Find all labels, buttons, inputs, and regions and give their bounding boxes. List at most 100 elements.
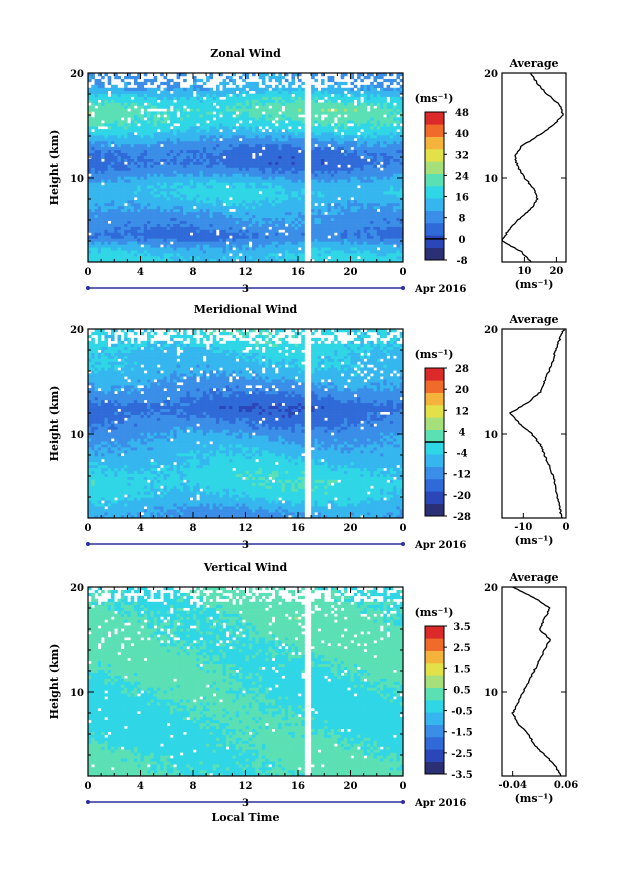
heatmap-cell (95, 117, 99, 120)
heatmap-cell (328, 197, 332, 200)
heatmap-cell (236, 162, 240, 165)
heatmap-cell (200, 238, 204, 241)
heatmap-cell (242, 206, 246, 209)
heatmap-cell (387, 132, 391, 135)
heatmap-cell (160, 212, 164, 215)
heatmap-cell (160, 126, 164, 129)
heatmap-cell (95, 256, 99, 259)
heatmap-cell (347, 215, 351, 218)
heatmap-cell (118, 185, 122, 188)
heatmap-cell (127, 241, 131, 244)
heatmap-cell (104, 156, 108, 159)
heatmap-cell (180, 153, 184, 156)
heatmap-cell (328, 111, 332, 114)
heatmap-cell (209, 221, 213, 224)
heatmap-cell (147, 114, 151, 117)
heatmap-cell (268, 141, 272, 144)
heatmap-cell (265, 235, 269, 238)
heatmap-cell (121, 238, 125, 241)
heatmap-cell (186, 132, 190, 135)
heatmap-cell (200, 209, 204, 212)
heatmap-cell (272, 111, 276, 114)
heatmap-cell (311, 185, 315, 188)
heatmap-cell (341, 105, 345, 108)
heatmap-cell (272, 253, 276, 256)
heatmap-cell (118, 97, 122, 100)
heatmap-cell (318, 247, 322, 250)
heatmap-cell (364, 173, 368, 176)
heatmap-cell (193, 235, 197, 238)
heatmap-cell (206, 179, 210, 182)
heatmap-cell (209, 200, 213, 203)
heatmap-cell (186, 250, 190, 253)
heatmap-cell (262, 153, 266, 156)
heatmap-cell (226, 120, 230, 123)
heatmap-cell (144, 111, 148, 114)
heatmap-cell (370, 253, 374, 256)
heatmap-cell (373, 179, 377, 182)
heatmap-cell (160, 188, 164, 191)
heatmap-cell (137, 250, 141, 253)
heatmap-cell (150, 176, 154, 179)
heatmap-cell (331, 159, 335, 162)
heatmap-cell (295, 144, 299, 147)
heatmap-cell (154, 250, 158, 253)
heatmap-cell (347, 253, 351, 256)
heatmap-cell (236, 212, 240, 215)
heatmap-cell (180, 188, 184, 191)
heatmap-cell (324, 111, 328, 114)
heatmap-cell (396, 156, 400, 159)
heatmap-cell (177, 194, 181, 197)
heatmap-cell (383, 103, 387, 106)
heatmap-cell (150, 209, 154, 212)
heatmap-cell (213, 250, 217, 253)
heatmap-cell (95, 209, 99, 212)
heatmap-cell (101, 135, 105, 138)
heatmap-cell (249, 191, 253, 194)
heatmap-cell (150, 179, 154, 182)
heatmap-cell (278, 238, 282, 241)
heatmap-cell (314, 138, 318, 141)
heatmap-cell (104, 256, 108, 259)
heatmap-cell (101, 123, 105, 126)
heatmap-cell (298, 232, 302, 235)
heatmap-cell (114, 224, 118, 227)
heatmap-cell (278, 120, 282, 123)
heatmap-cell (229, 212, 233, 215)
heatmap-cell (272, 227, 276, 230)
heatmap-cell (370, 185, 374, 188)
heatmap-cell (150, 120, 154, 123)
heatmap-cell (328, 153, 332, 156)
heatmap-cell (108, 230, 112, 233)
heatmap-cell (383, 165, 387, 168)
heatmap-cell (252, 203, 256, 206)
heatmap-cell (91, 209, 95, 212)
heatmap-cell (154, 256, 158, 259)
heatmap-cell (131, 232, 135, 235)
heatmap-cell (288, 105, 292, 108)
heatmap-cell (337, 141, 341, 144)
heatmap-cell (242, 162, 246, 165)
heatmap-cell (311, 232, 315, 235)
heatmap-cell (354, 235, 358, 238)
heatmap-cell (275, 105, 279, 108)
heatmap-cell (324, 156, 328, 159)
heatmap-cell (390, 238, 394, 241)
heatmap-cell (324, 200, 328, 203)
heatmap-cell (354, 253, 358, 256)
heatmap-cell (216, 132, 220, 135)
heatmap-cell (301, 191, 305, 194)
heatmap-cell (180, 117, 184, 120)
heatmap-cell (226, 156, 230, 159)
heatmap-cell (223, 185, 227, 188)
heatmap-cell (216, 162, 220, 165)
heatmap-cell (239, 194, 243, 197)
heatmap-cell (95, 206, 99, 209)
heatmap-cell (328, 185, 332, 188)
heatmap-cell (265, 200, 269, 203)
heatmap-cell (285, 173, 289, 176)
heatmap-cell (141, 114, 145, 117)
heatmap-cell (242, 200, 246, 203)
heatmap-cell (311, 215, 315, 218)
heatmap-cell (137, 97, 141, 100)
